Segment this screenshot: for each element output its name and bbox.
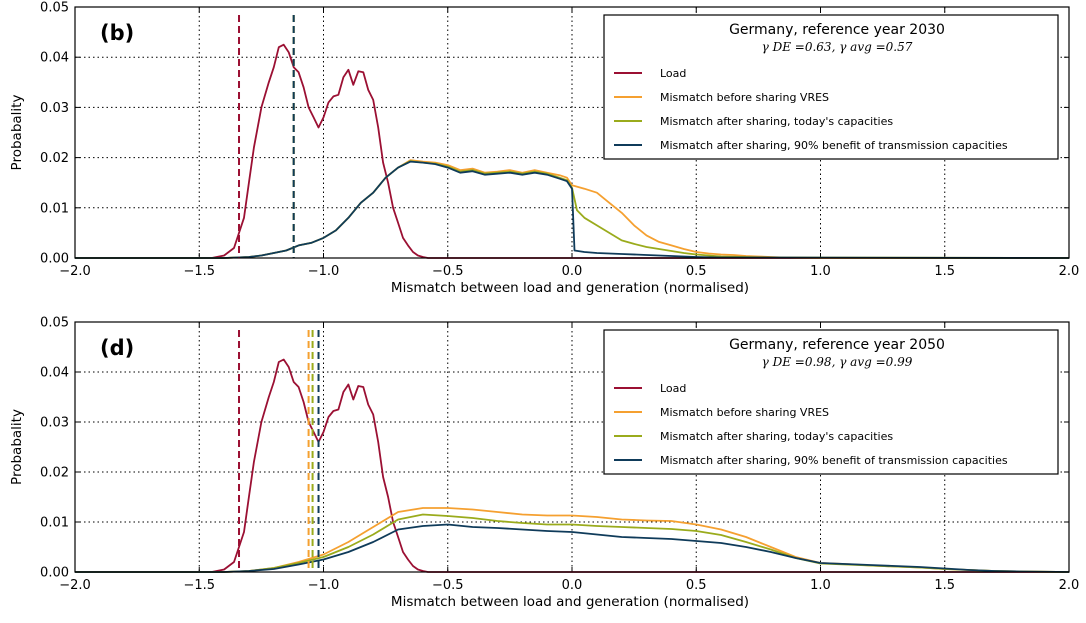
y-axis-label: Probabality [9, 95, 25, 171]
y-axis-label: Probabality [9, 409, 25, 485]
x-tick-label: 0.0 [562, 578, 583, 593]
legend-label-2: Mismatch before sharing VRES [660, 406, 829, 419]
x-tick-label: 0.5 [686, 264, 707, 279]
x-tick-label: −1.0 [308, 578, 340, 593]
legend-label-3: Mismatch after sharing, today's capaciti… [660, 115, 893, 128]
legend-box [603, 14, 1059, 160]
legend-label-1: Load [660, 67, 686, 80]
x-tick-label: 1.0 [810, 264, 831, 279]
x-tick-label: 0.0 [562, 264, 583, 279]
x-tick-label: −1.5 [183, 264, 215, 279]
y-tick-label: 0.00 [40, 566, 69, 581]
x-tick-label: 2.0 [1059, 578, 1080, 593]
x-tick-label: 1.5 [934, 264, 955, 279]
y-tick-label: 0.01 [40, 201, 69, 216]
panel-label: (b) [100, 21, 134, 45]
x-tick-label: 1.5 [934, 578, 955, 593]
x-axis-label: Mismatch between load and generation (no… [391, 594, 749, 610]
legend-label-2: Mismatch before sharing VRES [660, 91, 829, 104]
x-tick-label: 1.0 [810, 578, 831, 593]
y-tick-label: 0.03 [40, 101, 69, 116]
legend-title: Germany, reference year 2050 [729, 337, 945, 353]
chart-panel-b: −2.0 −1.5 −1.0 −0.5 0.0 0.5 1.0 1.5 2.0 0.00 0.01 0… [9, 1, 1079, 297]
y-tick-label: 0.04 [40, 366, 69, 381]
x-tick-label: 2.0 [1059, 264, 1080, 279]
y-tick-label: 0.02 [40, 151, 69, 166]
panel-label: (d) [100, 336, 134, 360]
x-tick-label: −0.5 [432, 264, 464, 279]
x-tick-label: −0.5 [432, 578, 464, 593]
x-tick-label: −1.0 [308, 264, 340, 279]
axes-frame [74, 6, 1070, 259]
x-tick-label: −2.0 [59, 578, 91, 593]
series-line-4 [75, 160, 1070, 259]
legend-subtitle: γ DE =0.63, γ avg =0.57 [762, 40, 913, 54]
series-line-4 [75, 523, 1070, 573]
y-tick-label: 0.04 [40, 51, 69, 66]
y-tick-label: 0.03 [40, 416, 69, 431]
legend-box [603, 329, 1059, 475]
series-line-1 [75, 358, 1069, 573]
y-tick-label: 0.05 [40, 316, 69, 331]
axes-frame [74, 321, 1070, 573]
legend-label-3: Mismatch after sharing, today's capaciti… [660, 430, 893, 443]
y-tick-label: 0.05 [40, 1, 69, 16]
x-tick-label: −2.0 [59, 264, 91, 279]
y-tick-label: 0.01 [40, 516, 69, 531]
legend-label-4: Mismatch after sharing, 90% benefit of t… [660, 139, 1008, 152]
legend-subtitle: γ DE =0.98, γ avg =0.99 [762, 355, 913, 369]
legend-label-1: Load [660, 382, 686, 395]
x-tick-label: 0.5 [686, 578, 707, 593]
x-tick-label: −1.5 [183, 578, 215, 593]
y-tick-label: 0.00 [40, 252, 69, 267]
series-line-1 [75, 43, 1069, 259]
y-tick-label: 0.02 [40, 466, 69, 481]
x-axis-label: Mismatch between load and generation (no… [391, 280, 749, 296]
chart-panel-d: −2.0 −1.5 −1.0 −0.5 0.0 0.5 1.0 1.5 2.0 0.00 0.01 0… [9, 316, 1079, 611]
legend-title: Germany, reference year 2030 [729, 22, 945, 38]
legend-label-4: Mismatch after sharing, 90% benefit of t… [660, 454, 1008, 467]
